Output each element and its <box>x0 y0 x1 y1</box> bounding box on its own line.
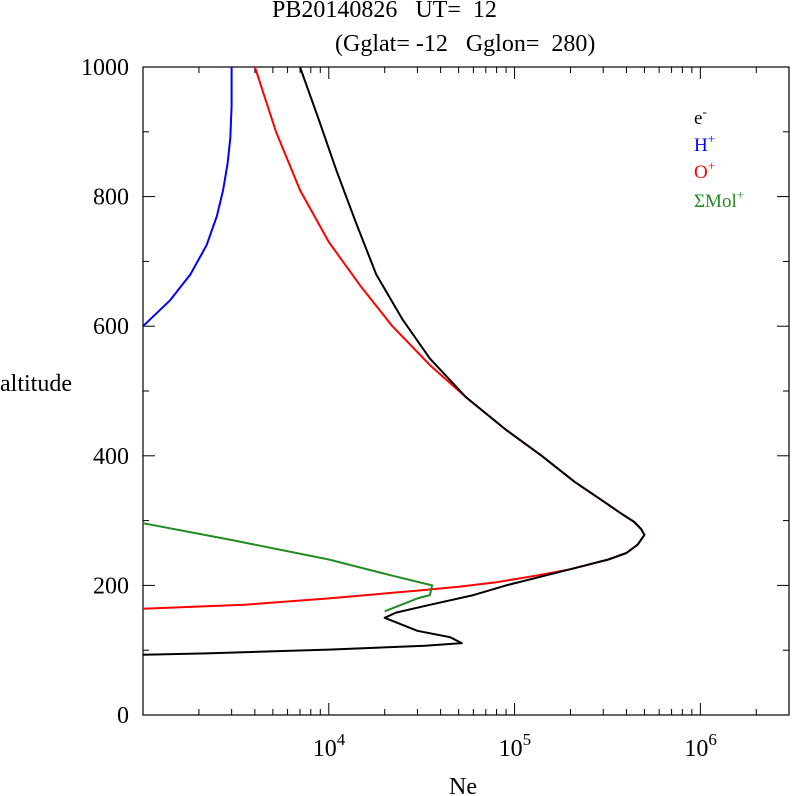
x-tick-label: 104 <box>313 730 346 762</box>
y-tick-label: 200 <box>93 573 129 599</box>
x-tick-label: 105 <box>499 730 532 762</box>
legend-entry: O+ <box>694 158 715 183</box>
chart-title-line2: (Gglat= -12 Gglon= 280) <box>335 31 596 57</box>
x-tick-labels: 104 105 106 <box>313 730 717 762</box>
y-tick-label: 400 <box>93 444 129 470</box>
x-axis-label: Ne <box>449 774 477 796</box>
y-tick-label: 1000 <box>81 55 129 81</box>
x-tick-label: 106 <box>684 730 717 762</box>
series-line-e <box>142 66 646 656</box>
series-lines <box>142 66 646 656</box>
y-tick-label: 800 <box>93 185 129 211</box>
legend: e-H+O+ ΣMol+ <box>694 104 744 212</box>
legend-entry: ΣMol+ <box>694 187 744 212</box>
chart-title-line1: PB20140826 UT= 12 <box>272 0 497 23</box>
y-tick-label: 600 <box>93 314 129 340</box>
y-tick-labels: 0 200 400 600 800 1000 <box>81 55 129 729</box>
legend-entry: H+ <box>694 131 715 156</box>
series-line-o <box>142 66 646 610</box>
y-tick-label: 0 <box>117 703 129 729</box>
y-axis-label: altitude <box>0 371 72 397</box>
legend-entry: e- <box>694 104 707 129</box>
series-line-mol <box>142 522 434 613</box>
plot-frame <box>142 66 790 716</box>
series-line-h <box>142 67 233 327</box>
axis-ticks <box>142 66 790 716</box>
